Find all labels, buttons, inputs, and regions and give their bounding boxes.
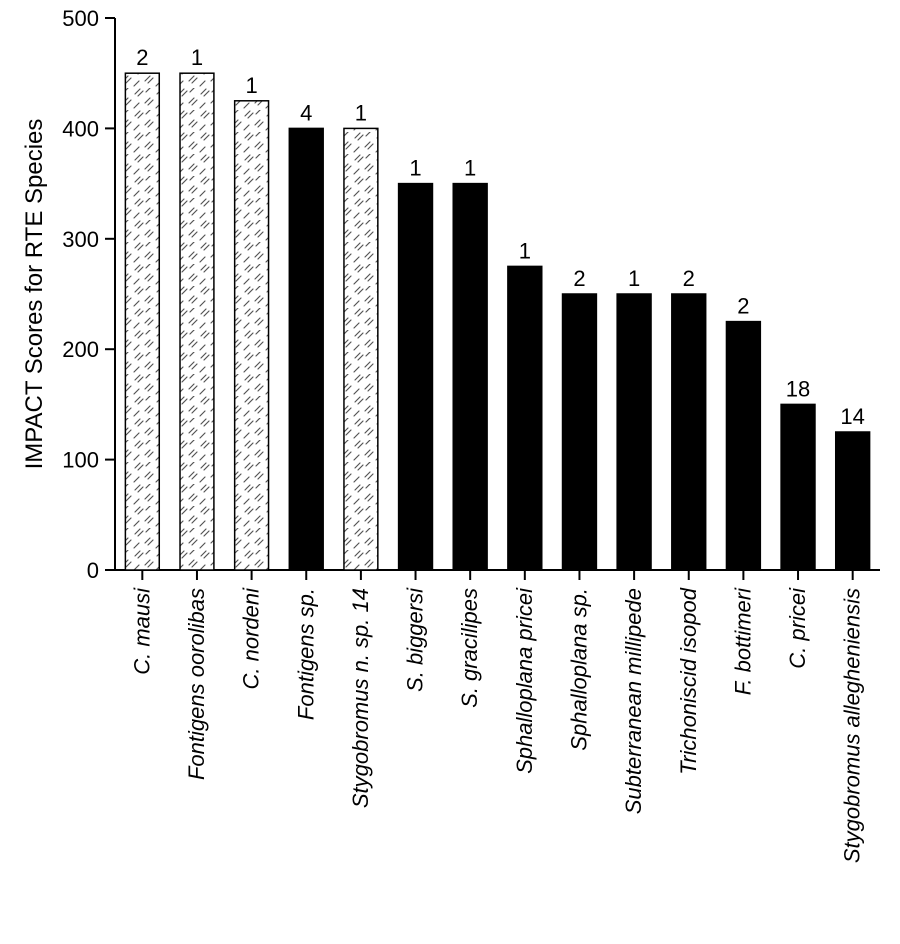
y-tick-label: 400	[62, 116, 99, 141]
bar-count-label: 2	[683, 266, 695, 291]
bar	[836, 432, 870, 570]
bar	[344, 128, 378, 570]
bar-count-label: 1	[409, 156, 421, 181]
bar	[563, 294, 597, 570]
bar-count-label: 4	[300, 100, 312, 125]
bar-count-label: 1	[519, 238, 531, 263]
bar-count-label: 1	[628, 266, 640, 291]
category-label: S. biggersi	[403, 587, 428, 692]
category-label: C. pricei	[785, 587, 810, 669]
bar	[235, 101, 269, 570]
impact-scores-chart: 0 100 200 300 400 500 IMPACT Scores for RTE Sp…	[0, 0, 900, 944]
bar-count-label: 2	[136, 45, 148, 70]
bar	[617, 294, 651, 570]
category-label: C. nordeni	[239, 587, 264, 690]
category-label: F. bottimeri	[730, 587, 755, 695]
y-tick-label: 100	[62, 448, 99, 473]
bar	[180, 73, 214, 570]
bar-count-label: 2	[737, 294, 749, 319]
category-label: C. mausi	[129, 587, 154, 675]
category-label: Sphalloplana sp.	[566, 588, 591, 751]
category-label: Stygobromus allegheniensis	[840, 588, 865, 863]
category-label: Subterranean millipede	[621, 588, 646, 814]
bar	[781, 404, 815, 570]
bar-count-label: 1	[191, 45, 203, 70]
bar-count-label: 2	[573, 266, 585, 291]
bar	[672, 294, 706, 570]
y-tick-label: 300	[62, 227, 99, 252]
y-tick-label: 200	[62, 337, 99, 362]
chart-svg: 0 100 200 300 400 500 IMPACT Scores for RTE Sp…	[0, 0, 900, 944]
bar	[399, 184, 433, 570]
bar-count-label: 14	[840, 404, 864, 429]
bar	[726, 322, 760, 570]
y-tick-label: 500	[62, 6, 99, 31]
bar-count-label: 18	[786, 376, 810, 401]
bar-count-label: 1	[464, 156, 476, 181]
bar-count-label: 1	[355, 100, 367, 125]
category-label: Sphalloplana pricei	[512, 587, 537, 774]
bar-count-label: 1	[245, 73, 257, 98]
category-label: Fontigens sp.	[293, 588, 318, 720]
category-label: Stygobromus n. sp. 14	[348, 588, 373, 808]
category-label: Trichoniscid isopod	[676, 587, 701, 774]
bar	[508, 266, 542, 570]
bar	[289, 128, 323, 570]
y-axis-label: IMPACT Scores for RTE Species	[21, 119, 48, 470]
bar	[453, 184, 487, 570]
category-label: S. gracilipes	[457, 588, 482, 708]
bar	[125, 73, 159, 570]
y-tick-label: 0	[87, 558, 99, 583]
category-label: Fontigens oorolibas	[184, 588, 209, 780]
